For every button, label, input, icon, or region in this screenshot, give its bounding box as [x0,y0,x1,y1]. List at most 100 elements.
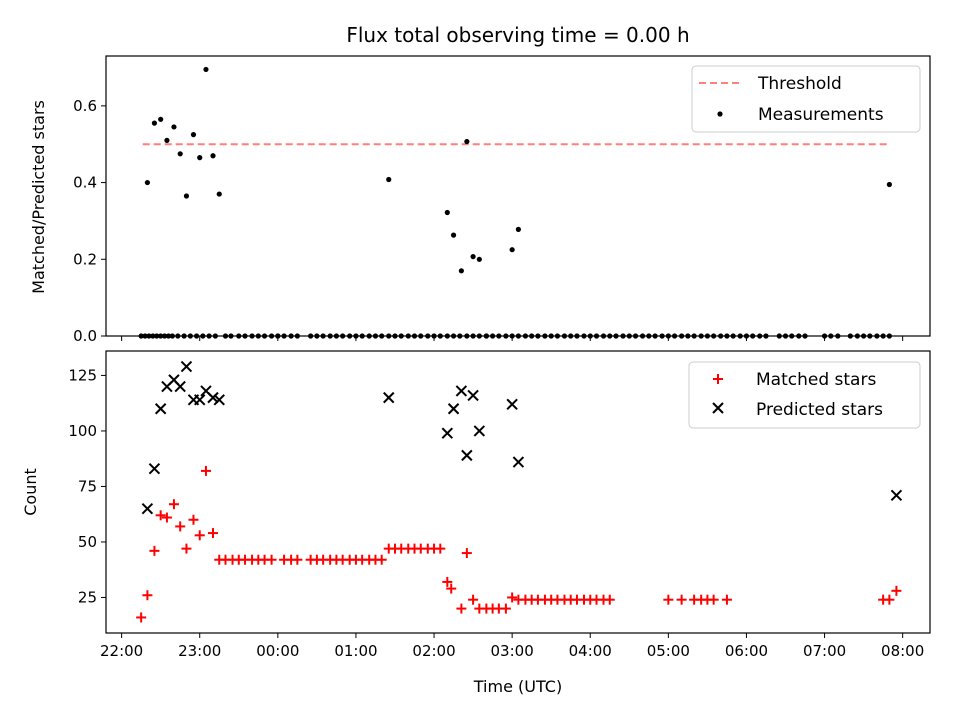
top-legend: Threshold Measurements [691,65,921,133]
measurement-point [216,191,222,197]
matched-stars-point [175,521,186,532]
x-tick-label: 07:00 [803,642,846,660]
predicted-stars-point [180,360,193,373]
matched-stars-point [142,590,153,601]
matched-stars-point [708,594,719,605]
matched-stars-point [461,548,472,559]
y-tick-label: 25 [78,588,97,606]
bottom-legend: Matched stars Predicted stars [688,361,921,429]
y-tick-label: 0.0 [73,327,97,345]
x-tick-label: 06:00 [725,642,768,660]
measurement-point [177,151,183,157]
y-tick-label: 0.4 [73,174,97,192]
matched-stars-point [266,554,277,565]
measurement-point [197,155,203,161]
x-tick-label: 04:00 [569,642,612,660]
predicted-stars-point [174,380,186,393]
x-tick-label: 03:00 [491,642,534,660]
measurement-point [886,181,892,188]
bottom-panel: Count Time (UTC) 25 50 75 100 125 22:00 23:00 0… [21,350,931,696]
legend-measurements-label: Measurements [758,105,884,125]
matched-stars-point [446,583,457,594]
measurement-point [386,176,392,183]
predicted-stars-point [890,489,903,502]
matched-stars-point [456,603,467,614]
measurement-point [203,66,209,73]
predicted-stars-point [207,391,219,404]
measurement-point [464,138,470,145]
predicted-stars-point [455,385,468,397]
legend-matched-swatch [713,374,723,384]
top-plot-frame [105,55,931,337]
matched-stars-point [155,510,166,521]
measurement-point [151,120,158,126]
top-ylabel: Matched/Predicted stars [29,100,48,294]
matched-stars-point [149,545,160,556]
predicted-stars-point [506,398,518,410]
matched-stars-point [161,512,172,523]
matched-stars-point [168,499,179,510]
matched-stars-point [500,603,511,614]
matched-stars-point [194,530,205,541]
predicted-stars-point [473,425,486,437]
measurement-point [158,116,164,122]
legend-matched-label: Matched stars [756,370,876,390]
measurement-point [190,132,197,138]
matched-stars-point [136,612,147,623]
predicted-stars-point [447,403,460,415]
predicted-stars-point [213,394,225,406]
matched-stars-point [676,594,687,605]
measurement-point [144,179,150,186]
matched-stars-point [200,465,211,476]
measurement-point [171,124,177,130]
measurement-point [164,137,170,143]
matched-stars-point [442,576,453,587]
x-tick-label: 08:00 [881,642,924,660]
matched-stars-point [188,514,199,525]
y-tick-label: 50 [78,533,97,551]
matched-stars-point [721,594,732,605]
y-tick-label: 75 [78,477,97,495]
x-tick-label: 05:00 [647,642,690,660]
predicted-stars-point [154,403,167,415]
measurement-point [470,254,476,260]
figure-title: Flux total observing time = 0.00 h [346,23,689,47]
matched-stars-point [208,528,219,539]
matched-stars-point [292,554,303,565]
y-tick-label: 0.6 [73,97,97,115]
x-tick-label: 02:00 [412,642,455,660]
legend-threshold-label: Threshold [757,74,842,94]
bottom-plot-frame [105,350,931,634]
x-tick-label: 23:00 [178,642,221,660]
x-tick-label: 00:00 [256,642,299,660]
y-tick-label: 100 [68,422,97,440]
legend-predicted-label: Predicted stars [756,400,883,420]
bottom-ylabel: Count [21,468,40,516]
measurement-point [444,209,450,216]
predicted-stars-point [141,502,154,515]
matched-stars-point [376,554,387,565]
x-tick-label: 01:00 [334,642,377,660]
predicted-stars-point [194,394,206,406]
matched-stars-point [507,592,518,603]
bottom-xlabel: Time (UTC) [473,677,562,696]
predicted-stars-point [441,427,454,439]
matched-stars-point [468,594,479,605]
matched-stars-point [435,543,446,554]
legend-measurements-swatch [717,111,723,117]
matched-stars-point [663,594,674,605]
predicted-stars-point [467,389,479,402]
measurement-point [450,232,457,238]
measurement-point [476,256,482,262]
measurement-point [515,226,521,232]
matched-stars-point [891,585,902,596]
predicted-stars-point [461,449,473,462]
legend-predicted-swatch [712,402,724,414]
x-tick-label: 22:00 [100,642,143,660]
y-tick-label: 0.2 [73,250,97,268]
matched-stars-point [181,543,192,554]
predicted-stars-point [148,462,161,475]
top-panel: Matched/Predicted stars 0.0 0.2 0.4 0.6 Thr… [29,55,931,345]
y-tick-label: 125 [68,366,97,384]
